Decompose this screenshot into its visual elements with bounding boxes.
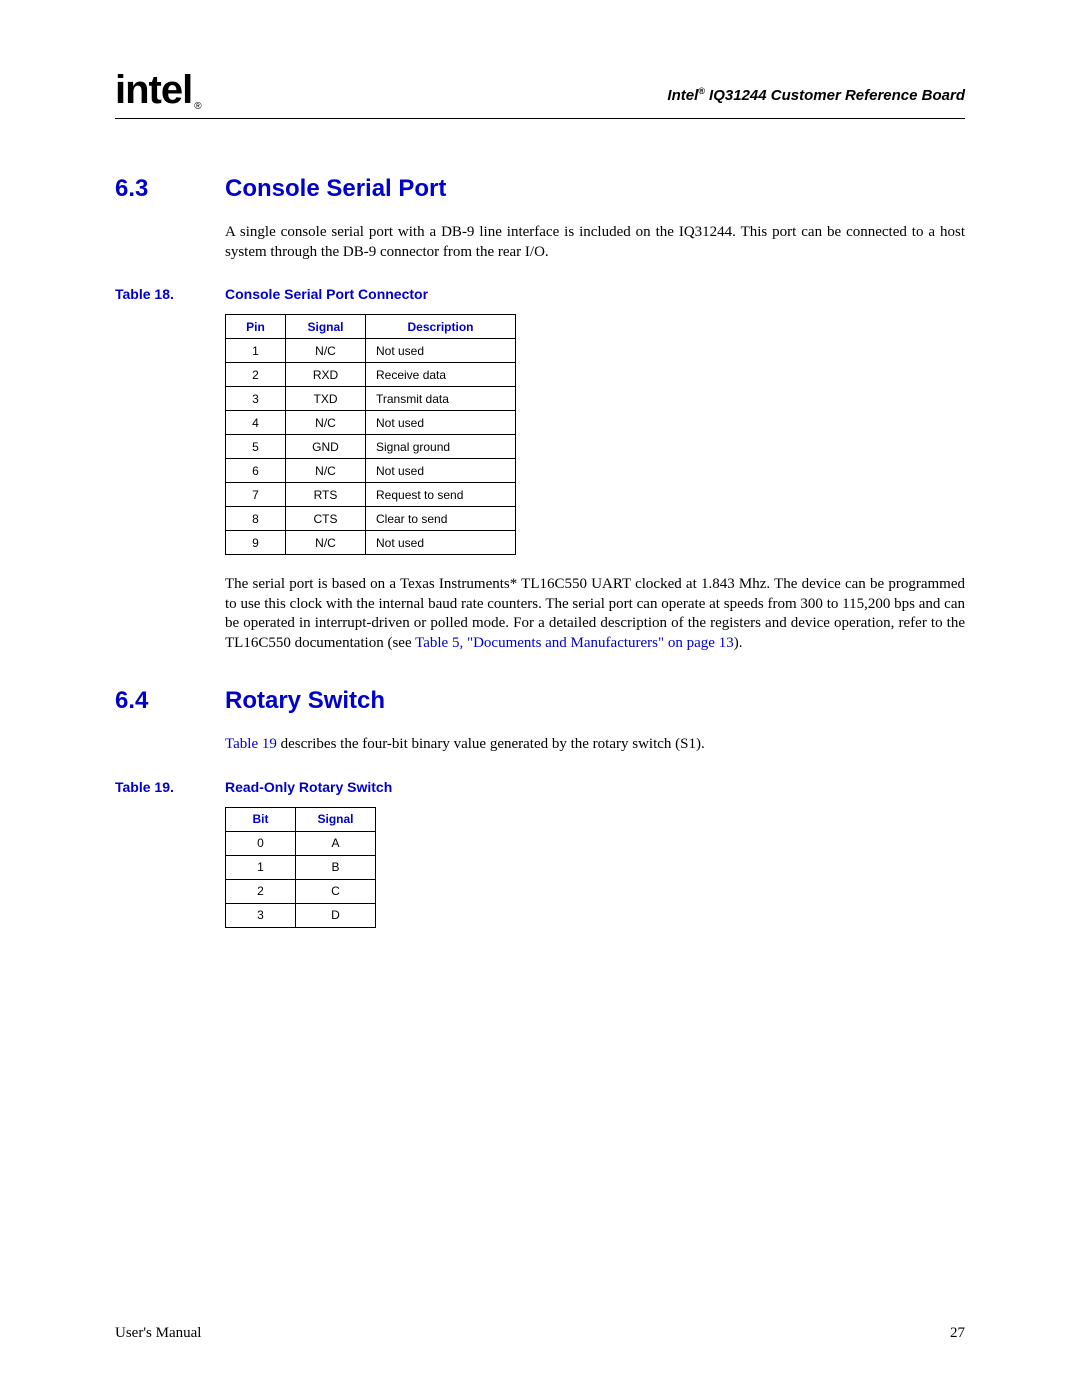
- cell-pin: 6: [226, 459, 286, 483]
- registered-mark: ®: [194, 101, 200, 112]
- cell-description: Request to send: [366, 483, 516, 507]
- cell-pin: 4: [226, 411, 286, 435]
- table-header-row: Bit Signal: [226, 807, 376, 831]
- cell-pin: 7: [226, 483, 286, 507]
- intel-logo: intel®: [115, 70, 199, 110]
- table-19: Bit Signal 0A1B2C3D: [225, 807, 376, 928]
- footer-page-number: 27: [950, 1325, 965, 1342]
- document-title: Intel® IQ31244 Customer Reference Board: [667, 86, 965, 110]
- footer-left: User's Manual: [115, 1325, 201, 1342]
- xref-table-19[interactable]: Table 19: [225, 736, 277, 752]
- cell-signal: CTS: [286, 507, 366, 531]
- cell-signal: N/C: [286, 459, 366, 483]
- th-description: Description: [366, 315, 516, 339]
- table-row: 8CTSClear to send: [226, 507, 516, 531]
- cell-description: Not used: [366, 531, 516, 555]
- th-bit: Bit: [226, 807, 296, 831]
- table-19-caption: Table 19. Read-Only Rotary Switch: [115, 779, 965, 795]
- table-row: 4N/CNot used: [226, 411, 516, 435]
- cell-bit: 1: [226, 855, 296, 879]
- section-6-3-para1: A single console serial port with a DB-9…: [225, 223, 965, 262]
- cell-bit: 2: [226, 879, 296, 903]
- cell-signal: RXD: [286, 363, 366, 387]
- cell-description: Transmit data: [366, 387, 516, 411]
- table-label: Table 18.: [115, 286, 225, 302]
- table-header-row: Pin Signal Description: [226, 315, 516, 339]
- table-title: Console Serial Port Connector: [225, 286, 428, 302]
- section-6-4-para1: Table 19 describes the four-bit binary v…: [225, 735, 965, 755]
- table-18-caption: Table 18. Console Serial Port Connector: [115, 286, 965, 302]
- cell-bit: 0: [226, 831, 296, 855]
- th-signal: Signal: [296, 807, 376, 831]
- th-pin: Pin: [226, 315, 286, 339]
- cell-signal: GND: [286, 435, 366, 459]
- table-row: 5GNDSignal ground: [226, 435, 516, 459]
- cell-pin: 1: [226, 339, 286, 363]
- cell-description: Receive data: [366, 363, 516, 387]
- table-label: Table 19.: [115, 779, 225, 795]
- table-row: 0A: [226, 831, 376, 855]
- cell-description: Signal ground: [366, 435, 516, 459]
- cell-pin: 2: [226, 363, 286, 387]
- section-6-4-heading: 6.4 Rotary Switch: [115, 687, 965, 715]
- cell-pin: 8: [226, 507, 286, 531]
- table-18: Pin Signal Description 1N/CNot used2RXDR…: [225, 314, 516, 555]
- cell-pin: 3: [226, 387, 286, 411]
- section-number: 6.3: [115, 175, 225, 203]
- table-row: 3D: [226, 903, 376, 927]
- logo-text: intel: [115, 68, 192, 112]
- cell-bit: 3: [226, 903, 296, 927]
- registered-sup: ®: [698, 86, 705, 96]
- cell-signal: N/C: [286, 411, 366, 435]
- header-rule: [115, 118, 965, 119]
- xref-table-5[interactable]: Table 5, "Documents and Manufacturers" o…: [415, 635, 734, 651]
- cell-description: Not used: [366, 411, 516, 435]
- section-6-3-para2: The serial port is based on a Texas Inst…: [225, 575, 965, 653]
- section-title: Console Serial Port: [225, 175, 446, 203]
- cell-pin: 5: [226, 435, 286, 459]
- table-row: 6N/CNot used: [226, 459, 516, 483]
- page-footer: User's Manual 27: [115, 1325, 965, 1342]
- th-signal: Signal: [286, 315, 366, 339]
- cell-signal: A: [296, 831, 376, 855]
- table-row: 1B: [226, 855, 376, 879]
- cell-description: Clear to send: [366, 507, 516, 531]
- table-row: 9N/CNot used: [226, 531, 516, 555]
- cell-signal: TXD: [286, 387, 366, 411]
- table-title: Read-Only Rotary Switch: [225, 779, 392, 795]
- section-title: Rotary Switch: [225, 687, 385, 715]
- table-row: 2RXDReceive data: [226, 363, 516, 387]
- cell-signal: B: [296, 855, 376, 879]
- cell-signal: C: [296, 879, 376, 903]
- cell-signal: N/C: [286, 339, 366, 363]
- page-header: intel® Intel® IQ31244 Customer Reference…: [115, 70, 965, 110]
- cell-signal: D: [296, 903, 376, 927]
- table-row: 1N/CNot used: [226, 339, 516, 363]
- cell-pin: 9: [226, 531, 286, 555]
- section-6-3-heading: 6.3 Console Serial Port: [115, 175, 965, 203]
- cell-signal: RTS: [286, 483, 366, 507]
- table-row: 3TXDTransmit data: [226, 387, 516, 411]
- table-row: 2C: [226, 879, 376, 903]
- cell-signal: N/C: [286, 531, 366, 555]
- cell-description: Not used: [366, 339, 516, 363]
- section-number: 6.4: [115, 687, 225, 715]
- cell-description: Not used: [366, 459, 516, 483]
- table-row: 7RTSRequest to send: [226, 483, 516, 507]
